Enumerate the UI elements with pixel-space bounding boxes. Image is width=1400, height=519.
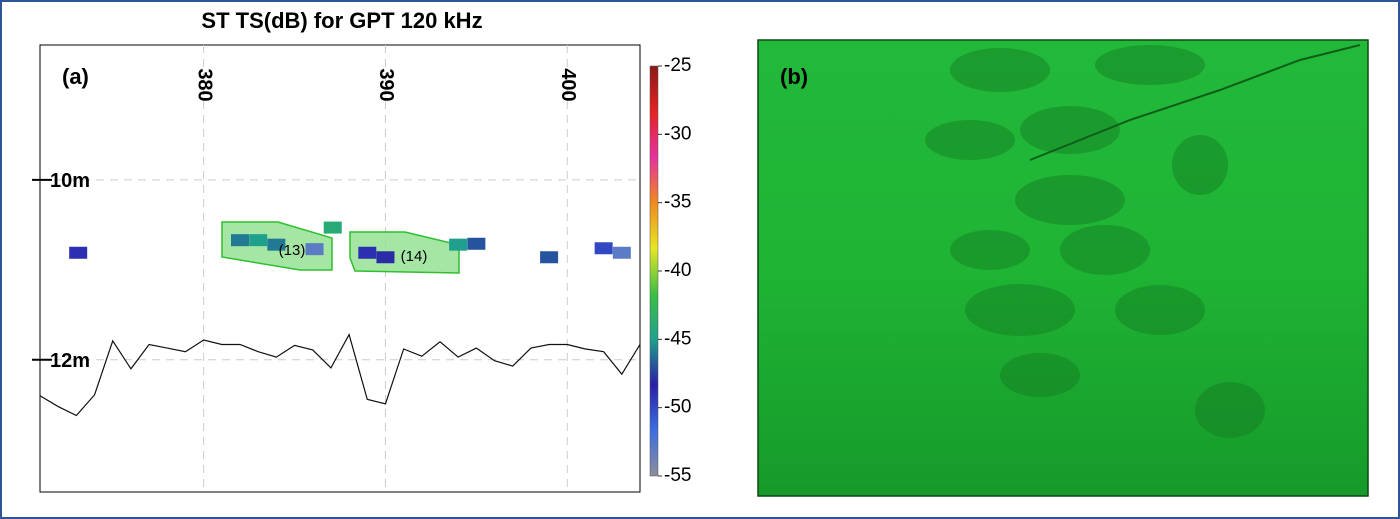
target (249, 234, 268, 247)
target (612, 246, 631, 259)
target (305, 243, 324, 256)
colorbar-tick-label: -35 (664, 192, 691, 213)
colorbar-tick-label: -45 (664, 328, 691, 349)
panel-label: (b) (780, 64, 808, 89)
target (69, 246, 88, 259)
target (467, 237, 486, 250)
colorbar-tick-label: -25 (664, 55, 691, 76)
x-tick-label: 390 (375, 68, 397, 101)
chart-title: ST TS(dB) for GPT 120 kHz (201, 8, 482, 33)
colorbar-tick-label: -30 (664, 123, 691, 144)
colorbar-tick-label: -55 (664, 465, 691, 486)
target (594, 242, 613, 255)
target (358, 246, 377, 259)
target (231, 234, 249, 247)
target (267, 238, 286, 251)
fish-shadows (925, 45, 1265, 438)
y-tick-label: 12m (50, 350, 90, 372)
target (540, 251, 559, 264)
plot-area (39, 44, 641, 493)
photo-panel: (b) (757, 39, 1369, 497)
target (323, 221, 342, 234)
y-tick-label: 10m (50, 170, 90, 192)
x-tick-label: 380 (193, 68, 215, 101)
x-tick-label: 400 (557, 68, 579, 101)
panel-label: (a) (62, 64, 89, 89)
photo (757, 39, 1369, 497)
rope (1029, 44, 1361, 161)
seabed-line (39, 333, 641, 417)
colorbar-tick-label: -50 (664, 397, 691, 418)
target (376, 251, 395, 264)
annotation: (13) (279, 242, 306, 259)
colorbar-tick-label: -40 (664, 260, 691, 281)
target (449, 238, 468, 251)
annotation: (14) (401, 248, 428, 265)
colorbar (649, 65, 659, 477)
